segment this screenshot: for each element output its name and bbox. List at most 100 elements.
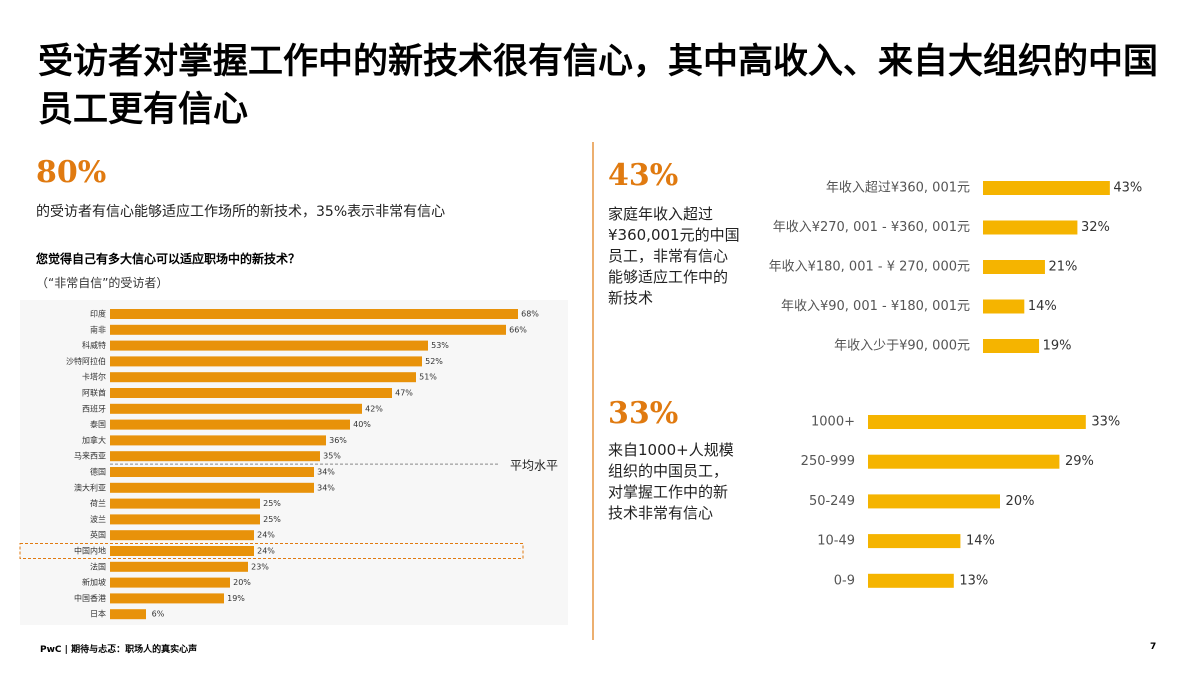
bar bbox=[110, 356, 422, 367]
y-tick-label: 新加坡 bbox=[82, 577, 106, 587]
description: 来自1000+人规模组织的中国员工，对掌握工作中的新技术非常有信心 bbox=[608, 441, 734, 522]
slide-title: 受访者对掌握工作中的新技术很有信心，其中高收入、来自大组织的中国员工更有信心 bbox=[38, 42, 1159, 130]
bar bbox=[868, 534, 961, 549]
bar bbox=[110, 435, 326, 446]
y-tick-label: 卡塔尔 bbox=[82, 372, 106, 382]
value-label: 23% bbox=[251, 562, 269, 571]
value-label: 34% bbox=[317, 468, 335, 477]
value-label: 24% bbox=[257, 547, 275, 556]
y-tick-label: 荷兰 bbox=[90, 498, 106, 508]
y-tick-label: 中国内地 bbox=[74, 546, 106, 556]
value-label: 20% bbox=[1006, 494, 1035, 509]
y-tick-label: 年收入¥270, 001 - ¥360, 001元 bbox=[773, 220, 970, 235]
value-label: 25% bbox=[263, 499, 281, 508]
bar bbox=[110, 577, 230, 588]
y-tick-label: 中国香港 bbox=[74, 593, 106, 603]
value-label: 36% bbox=[329, 436, 347, 445]
footer: PwC | 期待与忐忑：职场人的真实心声 bbox=[40, 645, 198, 655]
description: 家庭年收入超过¥360,001元的中国员工，非常有信心能够适应工作中的新技术 bbox=[608, 205, 740, 307]
y-tick-label: 澳大利亚 bbox=[74, 482, 106, 492]
description: 的受访者有信心能够适应工作场所的新技术，35%表示非常有信心 bbox=[36, 204, 446, 220]
y-tick-label: 年收入¥180, 001 - ¥ 270, 000元 bbox=[769, 260, 970, 275]
bar bbox=[110, 309, 518, 319]
bar bbox=[983, 260, 1045, 274]
bar bbox=[110, 482, 314, 493]
value-label: 6% bbox=[152, 610, 165, 619]
value-label: 25% bbox=[263, 515, 281, 524]
value-label: 19% bbox=[227, 594, 245, 603]
bar bbox=[983, 299, 1025, 314]
bar bbox=[110, 530, 254, 541]
value-label: 13% bbox=[959, 573, 988, 588]
y-tick-label: 印度 bbox=[90, 309, 106, 319]
bar bbox=[110, 451, 320, 462]
bar bbox=[110, 372, 416, 383]
bar bbox=[868, 573, 954, 588]
bar bbox=[983, 220, 1078, 235]
bar bbox=[110, 419, 350, 430]
headline: 80% bbox=[36, 155, 107, 190]
bar bbox=[868, 454, 1060, 469]
bar bbox=[110, 403, 362, 414]
bar bbox=[110, 388, 392, 398]
y-tick-label: 年收入¥90, 001 - ¥180, 001元 bbox=[781, 299, 970, 314]
bar bbox=[110, 546, 254, 556]
value-label: 19% bbox=[1043, 339, 1072, 354]
y-tick-label: 科威特 bbox=[82, 340, 106, 350]
question: 您觉得自己有多大信心可以适应职场中的新技术？ bbox=[36, 252, 301, 266]
value-label: 42% bbox=[365, 404, 383, 413]
y-tick-label: 英国 bbox=[90, 530, 106, 540]
y-tick-label: 沙特阿拉伯 bbox=[66, 356, 106, 366]
value-label: 40% bbox=[353, 420, 371, 429]
value-label: 29% bbox=[1065, 454, 1094, 469]
value-label: 68% bbox=[521, 310, 539, 319]
value-label: 34% bbox=[317, 483, 335, 492]
y-tick-label: 日本 bbox=[90, 609, 106, 619]
value-label: 52% bbox=[425, 357, 443, 366]
y-tick-label: 10-49 bbox=[817, 534, 855, 549]
bar bbox=[868, 415, 1086, 429]
y-tick-label: 西班牙 bbox=[82, 403, 106, 413]
y-tick-label: 阿联酋 bbox=[82, 388, 106, 398]
value-label: 51% bbox=[419, 373, 437, 382]
y-tick-label: 马来西亚 bbox=[74, 452, 106, 461]
annotation: 平均水平 bbox=[510, 459, 558, 473]
y-tick-label: 0-9 bbox=[834, 573, 855, 588]
value-label: 66% bbox=[509, 325, 527, 334]
y-tick-label: 泰国 bbox=[90, 419, 106, 429]
subtitle: （“非常自信”的受访者） bbox=[36, 276, 169, 290]
value-label: 14% bbox=[1028, 299, 1057, 314]
value-label: 33% bbox=[1091, 415, 1120, 430]
value-label: 47% bbox=[395, 389, 413, 398]
headline: 43% bbox=[608, 158, 679, 193]
bar bbox=[983, 181, 1110, 195]
value-label: 53% bbox=[431, 341, 449, 350]
value-label: 21% bbox=[1048, 260, 1077, 275]
y-tick-label: 德国 bbox=[90, 467, 106, 477]
bar bbox=[110, 609, 146, 620]
bar bbox=[868, 494, 1000, 509]
value-label: 24% bbox=[257, 531, 275, 540]
value-label: 32% bbox=[1081, 220, 1110, 235]
bar bbox=[110, 340, 428, 351]
bar bbox=[110, 498, 260, 509]
value-label: 20% bbox=[233, 578, 251, 587]
highlight-box bbox=[19, 543, 524, 559]
bar bbox=[110, 467, 314, 477]
bar bbox=[110, 561, 248, 572]
y-tick-label: 法国 bbox=[90, 561, 106, 571]
value-label: 14% bbox=[966, 534, 995, 549]
headline: 33% bbox=[608, 396, 679, 431]
value-label: 43% bbox=[1113, 181, 1142, 196]
page-number: 7 bbox=[1150, 642, 1157, 652]
y-tick-label: 50-249 bbox=[809, 494, 855, 509]
bar bbox=[983, 339, 1040, 353]
bar bbox=[110, 324, 506, 335]
y-tick-label: 1000+ bbox=[811, 415, 855, 430]
value-label: 35% bbox=[323, 452, 341, 461]
y-tick-label: 南非 bbox=[90, 324, 106, 334]
y-tick-label: 加拿大 bbox=[82, 435, 106, 445]
y-tick-label: 波兰 bbox=[90, 514, 106, 524]
